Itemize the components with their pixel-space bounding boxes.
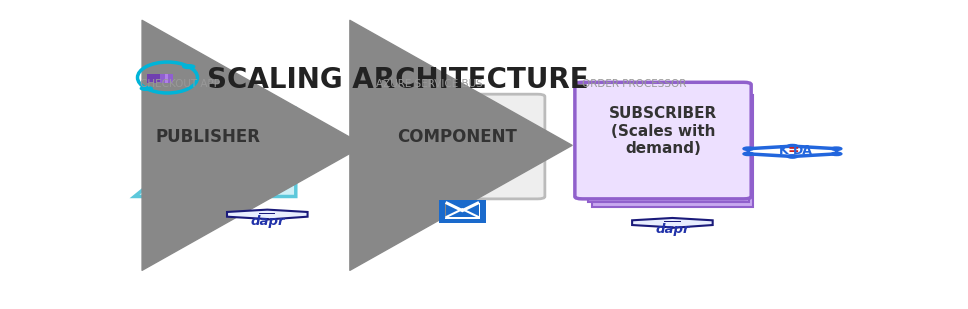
Text: dapr: dapr: [655, 223, 689, 236]
Circle shape: [787, 155, 798, 158]
Text: PUBLISHER: PUBLISHER: [155, 128, 260, 146]
Polygon shape: [135, 96, 296, 197]
Circle shape: [743, 152, 753, 155]
Circle shape: [832, 147, 842, 150]
Text: DA: DA: [793, 144, 813, 157]
Polygon shape: [632, 218, 712, 228]
Text: =: =: [787, 143, 799, 157]
Text: dapr: dapr: [250, 214, 285, 227]
Circle shape: [743, 147, 753, 150]
Circle shape: [787, 144, 798, 148]
Circle shape: [183, 65, 195, 69]
Text: AZURE SERVICE BUS: AZURE SERVICE BUS: [377, 79, 483, 89]
Text: ORDER PROCESSOR: ORDER PROCESSOR: [583, 79, 686, 89]
FancyBboxPatch shape: [592, 95, 753, 207]
FancyBboxPatch shape: [575, 82, 751, 199]
Circle shape: [832, 152, 842, 155]
Text: SUBSCRIBER
(Scales with
demand): SUBSCRIBER (Scales with demand): [609, 106, 717, 156]
FancyBboxPatch shape: [445, 202, 479, 217]
Polygon shape: [227, 210, 308, 219]
FancyBboxPatch shape: [588, 91, 749, 202]
Text: SCALING ARCHITECTURE: SCALING ARCHITECTURE: [207, 66, 589, 94]
Text: CHECKOUT APP: CHECKOUT APP: [139, 79, 220, 89]
FancyBboxPatch shape: [369, 94, 545, 199]
FancyBboxPatch shape: [439, 200, 444, 222]
FancyBboxPatch shape: [160, 74, 173, 83]
Text: K: K: [778, 144, 788, 157]
FancyBboxPatch shape: [165, 74, 167, 83]
Circle shape: [140, 87, 152, 90]
FancyBboxPatch shape: [664, 221, 681, 222]
FancyBboxPatch shape: [480, 200, 486, 222]
Polygon shape: [258, 96, 296, 108]
Polygon shape: [748, 146, 836, 156]
FancyBboxPatch shape: [147, 74, 160, 83]
FancyBboxPatch shape: [259, 213, 276, 214]
Text: COMPONENT: COMPONENT: [397, 128, 517, 146]
FancyBboxPatch shape: [439, 219, 486, 222]
FancyBboxPatch shape: [439, 200, 486, 203]
